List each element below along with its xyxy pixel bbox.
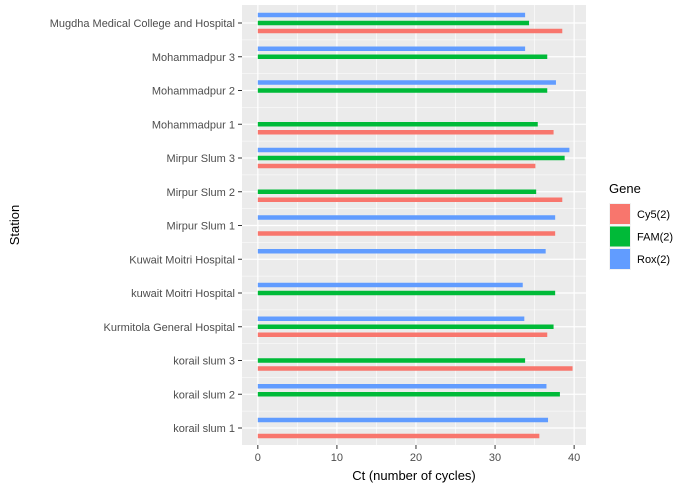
- y-tick-label: Mirpur Slum 2: [167, 187, 235, 199]
- legend-label: Rox(2): [637, 254, 670, 266]
- bar: [257, 433, 540, 439]
- bar: [257, 130, 554, 135]
- bar: [257, 392, 560, 397]
- y-tick-label: korail slum 3: [173, 356, 235, 368]
- bar: [257, 54, 548, 59]
- bar: [257, 249, 546, 254]
- bar: [257, 189, 537, 194]
- legend-swatch: [610, 226, 630, 247]
- bar: [257, 155, 565, 161]
- x-tick-label: 40: [568, 452, 580, 464]
- x-tick-label: 0: [255, 452, 261, 464]
- y-tick-label: kuwait Moitri Hospital: [131, 288, 235, 300]
- bar: [257, 122, 538, 127]
- y-tick-label: Mohammadpur 1: [152, 119, 235, 131]
- y-tick-label: Kuwait Moitri Hospital: [129, 254, 235, 266]
- bar: [257, 332, 548, 337]
- bar: [257, 282, 523, 288]
- x-axis-ticks: 0 10 20 30 40: [255, 445, 580, 464]
- x-tick-label: 20: [410, 452, 422, 464]
- y-tick-label: Mohammadpur 3: [152, 52, 235, 64]
- x-tick-label: 30: [489, 452, 501, 464]
- bars: [257, 12, 573, 439]
- bar: [257, 88, 548, 93]
- bar: [257, 28, 563, 34]
- y-tick-label: korail slum 1: [173, 423, 235, 435]
- bar: [257, 316, 525, 321]
- legend-swatch: [610, 249, 630, 269]
- bar: [257, 417, 549, 423]
- y-axis-ticks: korail slum 1 korail slum 2 korail slum 3 K…: [50, 18, 242, 435]
- bar: [257, 215, 556, 220]
- bar: [257, 46, 526, 51]
- bar: [257, 384, 547, 389]
- bar: [257, 324, 554, 329]
- y-tick-label: Mirpur Slum 1: [167, 221, 235, 233]
- legend-swatch: [610, 204, 630, 224]
- bar: [257, 358, 526, 363]
- y-tick-label: korail slum 2: [173, 389, 235, 401]
- bar: [257, 290, 556, 296]
- y-tick-label: Mugdha Medical College and Hospital: [50, 18, 235, 30]
- y-axis-title: Station: [7, 205, 22, 245]
- y-tick-label: Mohammadpur 2: [152, 86, 235, 98]
- bar: [257, 366, 573, 371]
- bar: [257, 12, 526, 18]
- legend-title: Gene: [609, 181, 641, 196]
- y-tick-label: Kurmitola General Hospital: [104, 322, 235, 334]
- y-tick-label: Mirpur Slum 3: [167, 153, 235, 165]
- x-axis-title: Ct (number of cycles): [352, 468, 476, 483]
- bar: [257, 80, 556, 85]
- legend-label: FAM(2): [637, 232, 673, 244]
- x-tick-label: 10: [331, 452, 343, 464]
- legend-label: Cy5(2): [637, 209, 670, 221]
- bar: [257, 163, 536, 169]
- bar: [257, 231, 556, 236]
- bar: [257, 197, 563, 202]
- bar: [257, 20, 530, 26]
- bar: [257, 147, 570, 153]
- legend: Gene Cy5(2) FAM(2) Rox(2): [609, 181, 673, 270]
